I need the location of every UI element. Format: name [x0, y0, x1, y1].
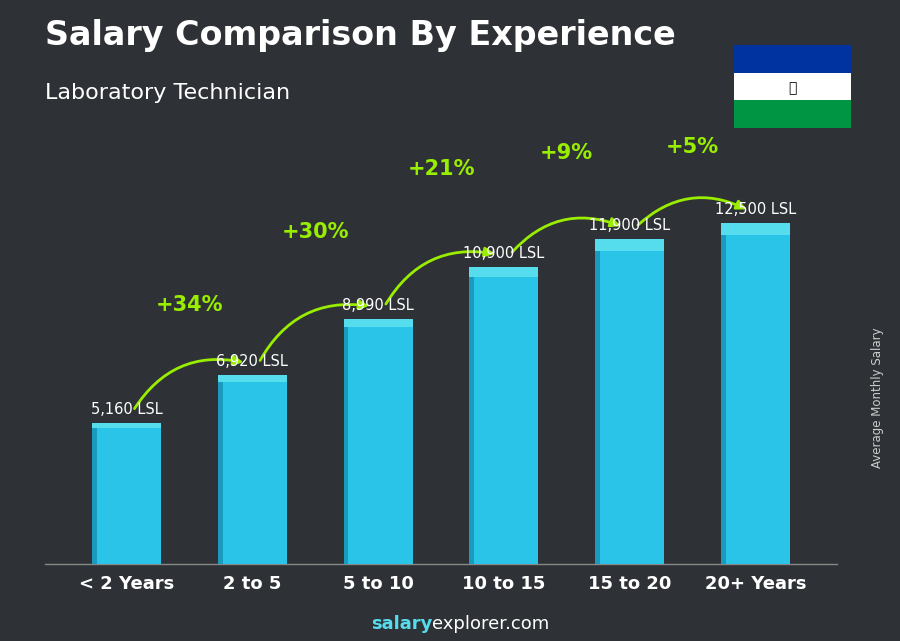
Bar — [721, 223, 725, 564]
Bar — [595, 239, 664, 251]
Text: 10,900 LSL: 10,900 LSL — [464, 246, 544, 261]
Text: ⛨: ⛨ — [788, 81, 796, 96]
Bar — [344, 319, 348, 564]
Text: 6,920 LSL: 6,920 LSL — [217, 354, 288, 369]
Text: 11,900 LSL: 11,900 LSL — [589, 219, 670, 233]
Text: 12,500 LSL: 12,500 LSL — [715, 202, 796, 217]
Text: +21%: +21% — [407, 159, 475, 179]
Text: +30%: +30% — [282, 222, 349, 242]
Bar — [469, 267, 474, 564]
Bar — [721, 223, 790, 235]
Bar — [595, 239, 599, 564]
Text: explorer.com: explorer.com — [432, 615, 549, 633]
Bar — [92, 423, 161, 428]
Text: +34%: +34% — [156, 295, 223, 315]
Bar — [469, 267, 538, 277]
Text: Salary Comparison By Experience: Salary Comparison By Experience — [45, 19, 676, 52]
Text: salary: salary — [371, 615, 432, 633]
Bar — [218, 375, 287, 382]
Bar — [344, 319, 413, 328]
Text: 5,160 LSL: 5,160 LSL — [91, 403, 163, 417]
Bar — [218, 375, 287, 564]
Bar — [218, 375, 222, 564]
Bar — [734, 101, 850, 128]
Bar — [469, 267, 538, 564]
Text: +9%: +9% — [540, 143, 593, 163]
Bar — [344, 319, 413, 564]
Text: +5%: +5% — [666, 137, 719, 158]
Text: Average Monthly Salary: Average Monthly Salary — [871, 327, 884, 468]
Bar — [92, 423, 161, 564]
Bar — [721, 223, 790, 564]
Text: Laboratory Technician: Laboratory Technician — [45, 83, 290, 103]
Bar — [734, 45, 850, 72]
Bar — [92, 423, 97, 564]
Bar — [595, 239, 664, 564]
Text: 8,990 LSL: 8,990 LSL — [342, 297, 414, 313]
Bar — [734, 72, 850, 101]
